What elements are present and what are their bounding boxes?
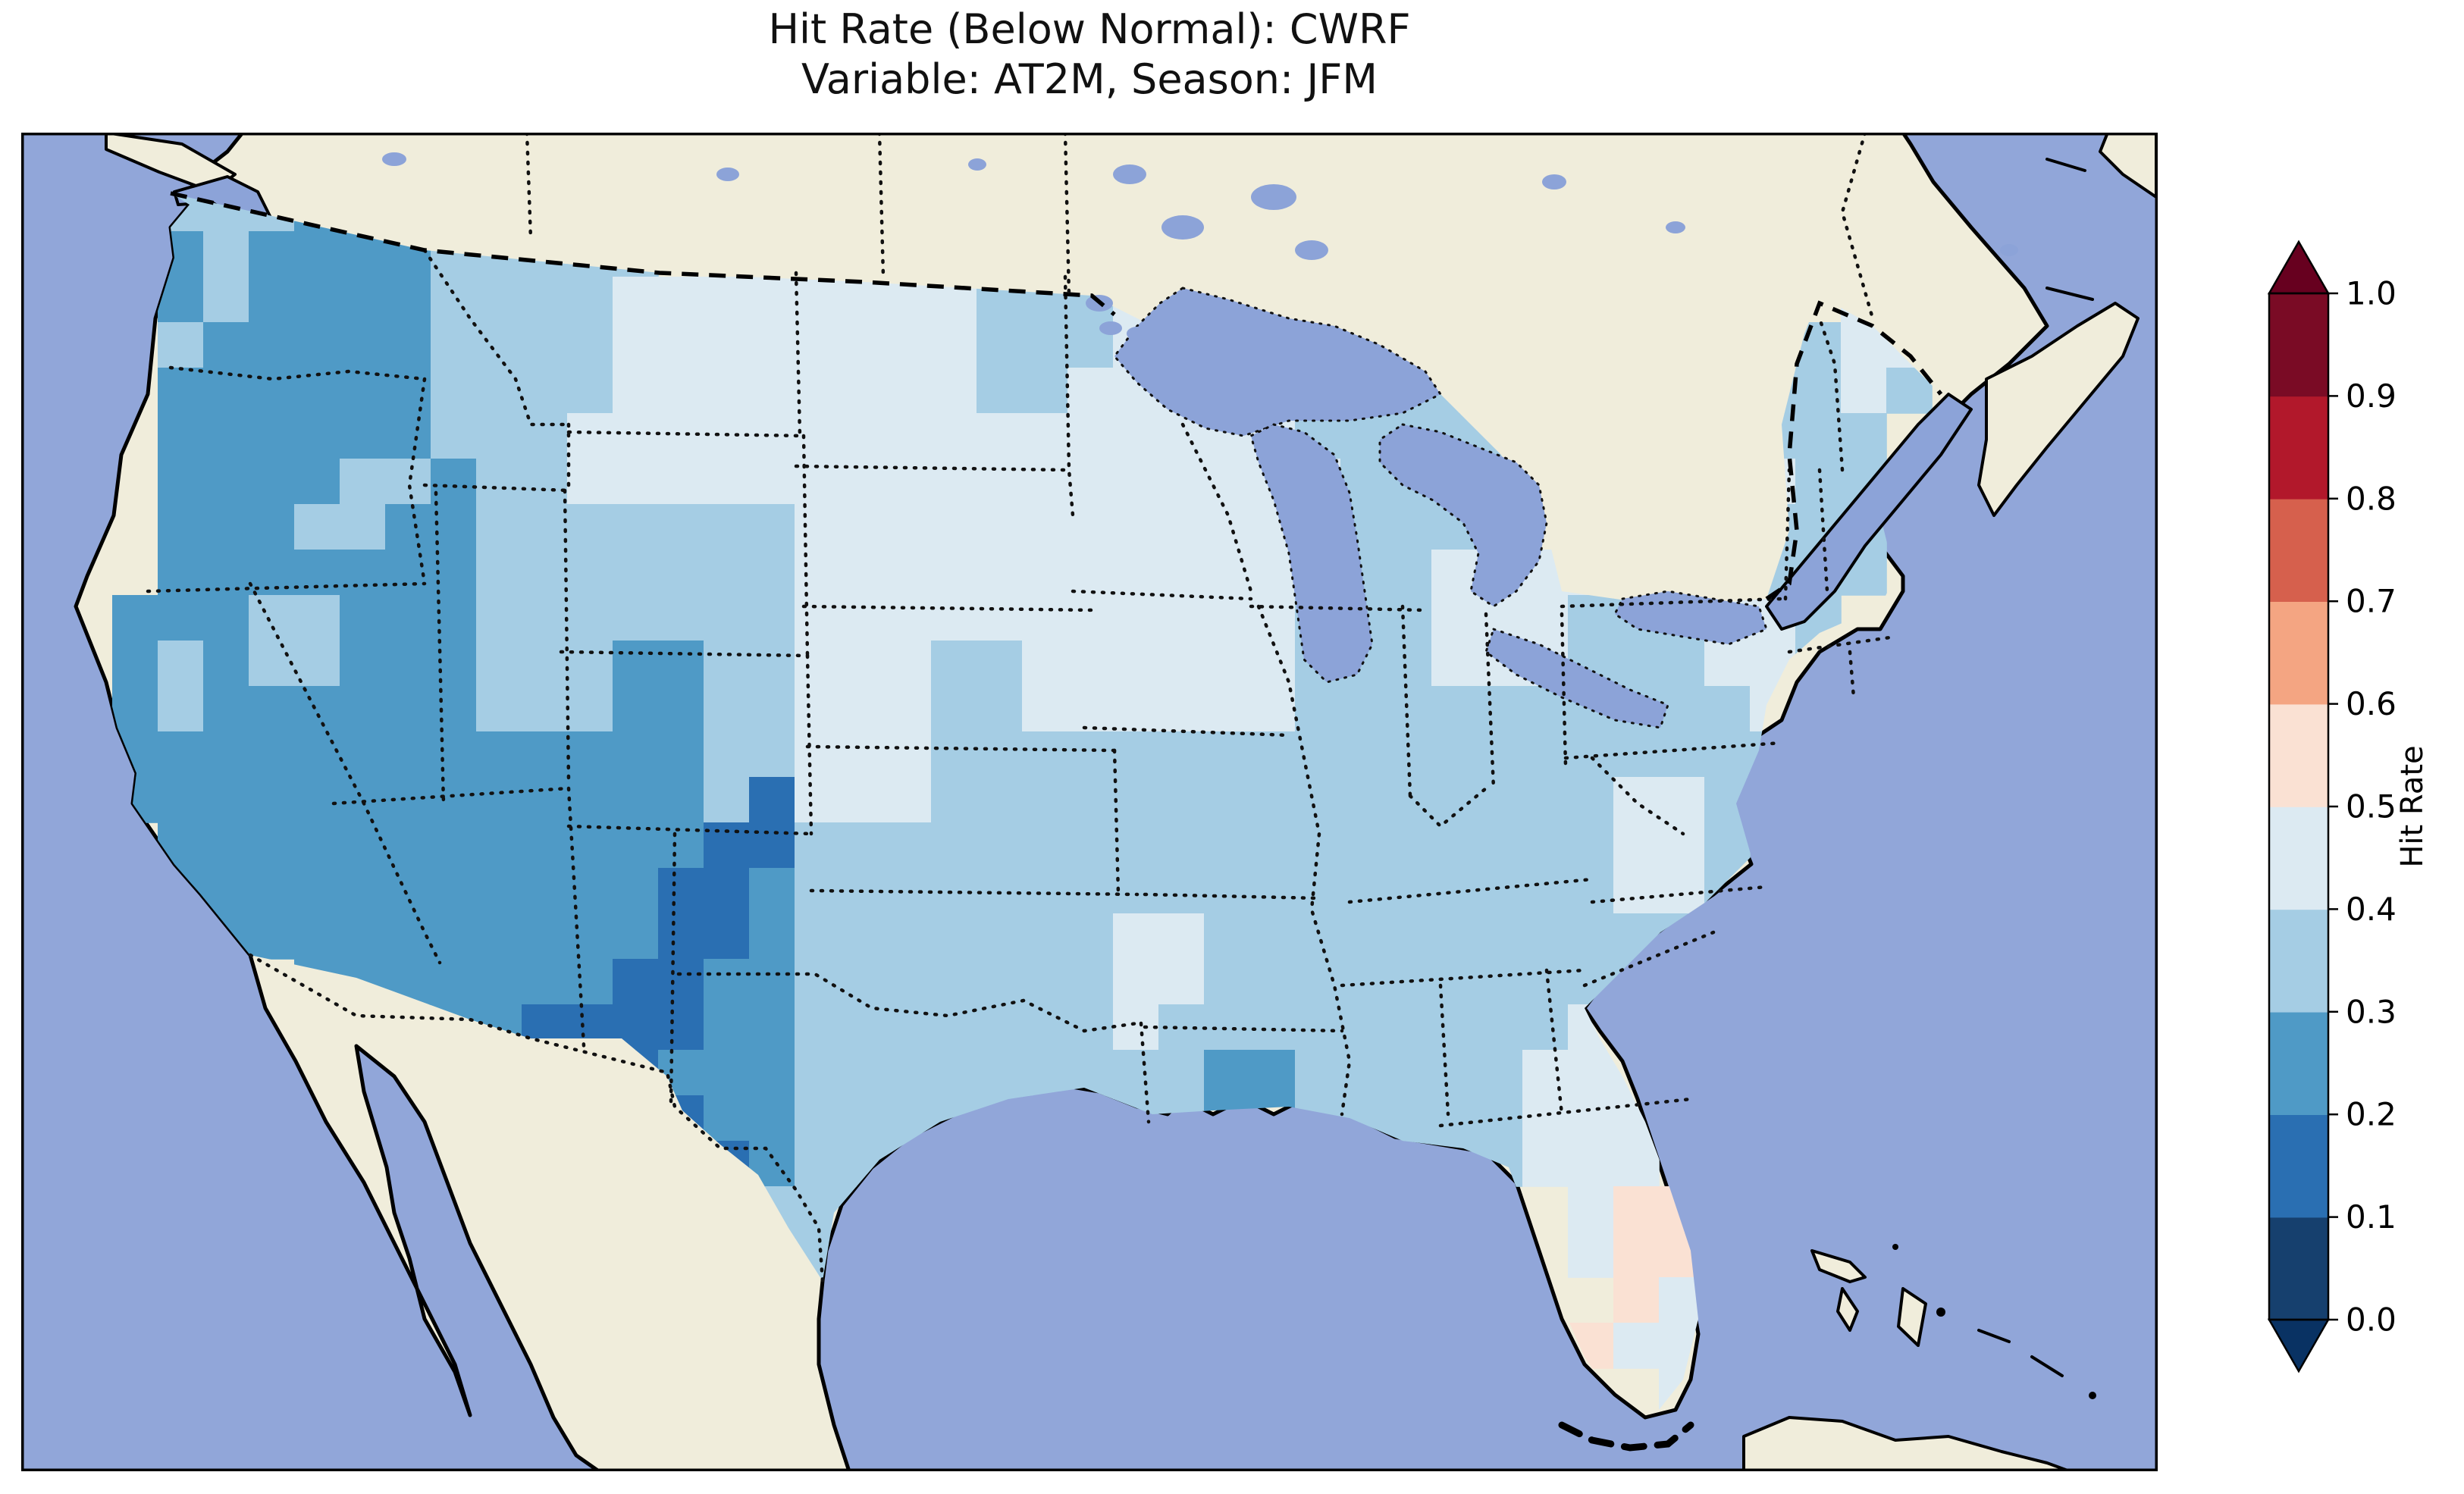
colorbar-segment <box>2269 396 2328 499</box>
chart-title-line1: Hit Rate (Below Normal): CWRF <box>21 5 2158 55</box>
colorbar-tick-label: 0.4 <box>2346 891 2397 928</box>
colorbar-axis-label: Hit Rate <box>2395 745 2430 867</box>
bahamas-islet <box>1892 1244 1898 1250</box>
colorbar: 0.0 0.1 0.2 0.3 0.4 0.5 0.6 0.7 0.8 0.9 1.0 Hit Rat… <box>2244 227 2464 1395</box>
conus-map <box>21 133 2158 1471</box>
colorbar-segment <box>2269 601 2328 704</box>
colorbar-svg: 0.0 0.1 0.2 0.3 0.4 0.5 0.6 0.7 0.8 0.9 1.0 Hit Rat… <box>2244 227 2464 1395</box>
colorbar-segment <box>2269 1217 2328 1320</box>
colorbar-under-arrow <box>2269 1320 2328 1371</box>
colorbar-tick-label: 0.3 <box>2346 993 2397 1030</box>
colorbar-segment <box>2269 704 2328 807</box>
colorbar-segment <box>2269 909 2328 1012</box>
bahamas-islet <box>2089 1392 2096 1399</box>
colorbar-over-arrow <box>2269 242 2328 293</box>
chart-title-line2: Variable: AT2M, Season: JFM <box>21 55 2158 105</box>
colorbar-tick-label: 0.8 <box>2346 480 2397 517</box>
colorbar-segment <box>2269 1012 2328 1115</box>
colorbar-tick-label: 0.9 <box>2346 377 2397 415</box>
colorbar-tick-label: 0.0 <box>2346 1301 2397 1339</box>
bahamas-islet <box>1936 1308 1945 1317</box>
colorbar-tick-label: 0.6 <box>2346 685 2397 722</box>
chart-title: Hit Rate (Below Normal): CWRF Variable: … <box>21 5 2158 105</box>
colorbar-tick-label: 0.2 <box>2346 1096 2397 1133</box>
colorbar-segment <box>2269 807 2328 910</box>
colorbar-tick-label: 0.1 <box>2346 1198 2397 1236</box>
colorbar-tick-label: 0.7 <box>2346 583 2397 620</box>
figure-canvas: { "title": { "line1": "Hit Rate (Below N… <box>0 0 2464 1494</box>
colorbar-segment <box>2269 293 2328 396</box>
colorbar-segment <box>2269 1114 2328 1217</box>
map-figure <box>21 133 2158 1471</box>
colorbar-tick-label: 1.0 <box>2346 275 2397 312</box>
colorbar-segment <box>2269 499 2328 602</box>
colorbar-tick-label: 0.5 <box>2346 788 2397 825</box>
